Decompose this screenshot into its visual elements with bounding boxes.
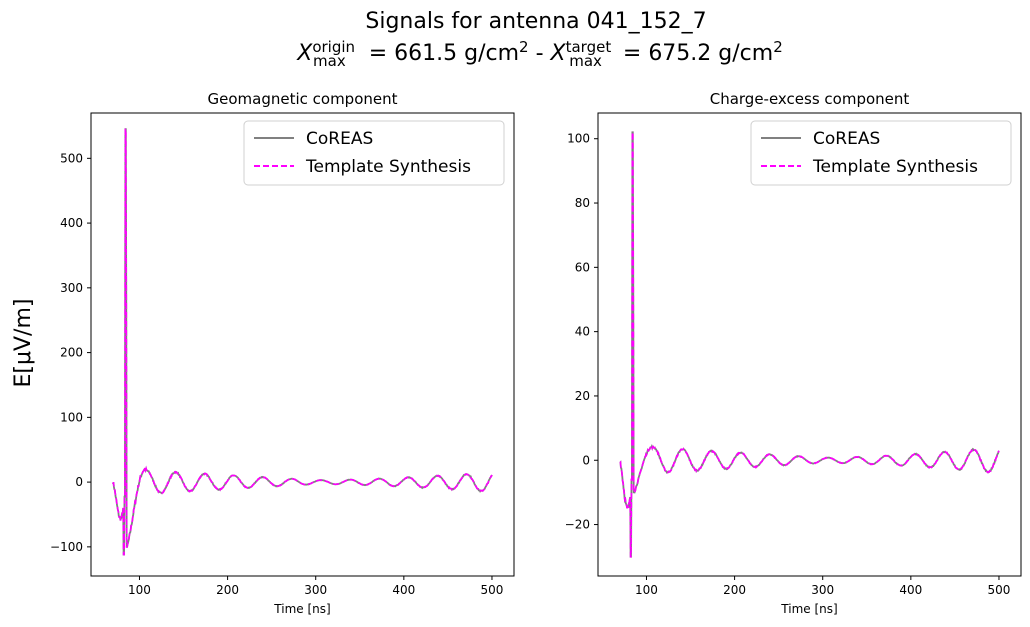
y-tick-label: 20 <box>575 389 590 403</box>
x-tick-label: 400 <box>392 583 415 597</box>
geomagnetic-plot: Geomagnetic component 100 200 300 400 500 −10… <box>50 90 515 616</box>
x-tick-label: 300 <box>304 583 327 597</box>
y-tick-label: 40 <box>575 325 590 339</box>
geomagnetic-plot-title: Geomagnetic component <box>207 90 397 108</box>
y-tick-label: 80 <box>575 196 590 210</box>
x-tick-label: 200 <box>723 583 746 597</box>
y-tick-label: −100 <box>50 540 83 554</box>
charge-excess-plot-frame <box>597 112 1022 577</box>
charge-excess-plot: Charge-excess component 100 200 300 400 500−… <box>565 90 1022 616</box>
y-tick-label: 300 <box>60 281 83 295</box>
geomagnetic-x-axis-label: Time [ns] <box>273 602 330 616</box>
charge-excess-legend: CoREAS Template Synthesis <box>750 120 1012 186</box>
figure-title: Signals for antenna 041_152_7 <box>365 9 706 34</box>
legend-label: CoREAS <box>813 129 880 149</box>
geomagnetic-legend: CoREAS Template Synthesis <box>243 120 505 186</box>
x-tick-label: 100 <box>128 583 151 597</box>
y-tick-label: 0 <box>75 475 83 489</box>
y-tick-label: 100 <box>567 132 590 146</box>
y-tick-label: 100 <box>60 410 83 424</box>
y-tick-label: 0 <box>582 453 590 467</box>
x-tick-label: 400 <box>899 583 922 597</box>
geomagnetic-plot-frame <box>90 112 515 577</box>
x-tick-label: 100 <box>635 583 658 597</box>
y-tick-label: −20 <box>565 518 590 532</box>
charge-excess-plot-title: Charge-excess component <box>710 90 910 108</box>
legend-box <box>243 120 505 186</box>
xmax-origin-value: 661.5 g/cm <box>394 41 519 66</box>
x-tick-label: 300 <box>811 583 834 597</box>
y-tick-label: 500 <box>60 151 83 165</box>
series-line-template-synthesis <box>112 128 493 556</box>
y-tick-label: 400 <box>60 216 83 230</box>
legend-label: Template Synthesis <box>812 157 978 177</box>
series-line-coreas <box>112 128 493 556</box>
y-tick-label: 200 <box>60 346 83 360</box>
series-line-template-synthesis <box>619 131 1000 558</box>
series-line-coreas <box>619 131 1000 558</box>
legend-label: Template Synthesis <box>305 157 471 177</box>
legend-label: CoREAS <box>306 129 373 149</box>
y-axis-label: E[μV/m] <box>11 299 36 388</box>
y-tick-label: 60 <box>575 260 590 274</box>
x-tick-label: 500 <box>481 583 504 597</box>
legend-box <box>750 120 1012 186</box>
x-tick-label: 200 <box>216 583 239 597</box>
xmax-target-value: 675.2 g/cm <box>648 41 773 66</box>
xmax-subtitle: Xorigin max = 661.5 g/cm2 - Xtarget max = … <box>296 38 783 70</box>
x-tick-label: 500 <box>988 583 1011 597</box>
charge-excess-x-axis-label: Time [ns] <box>780 602 837 616</box>
